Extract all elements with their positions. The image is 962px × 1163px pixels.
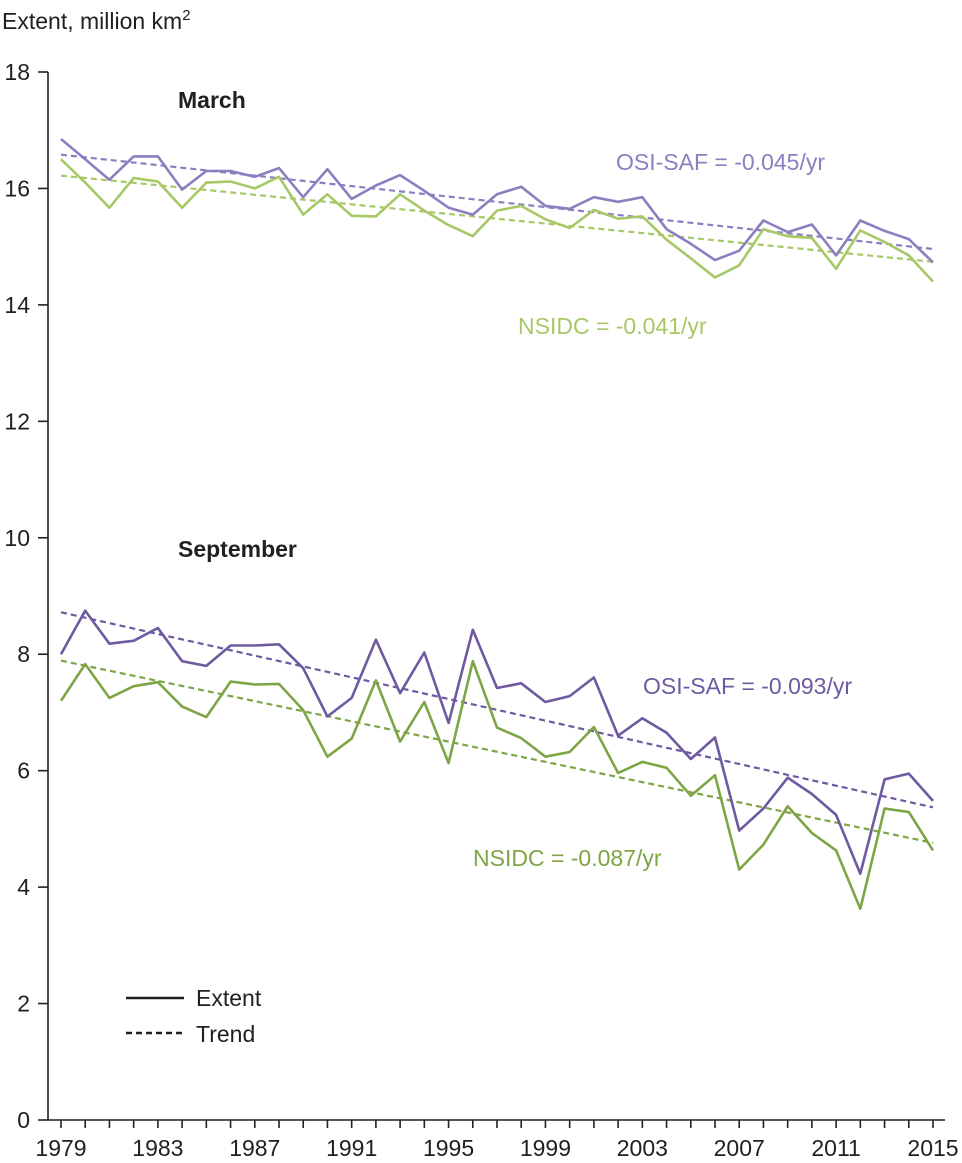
- extent-line-nsidc-march: [60, 158, 934, 283]
- annotation-nsidc-march: NSIDC = -0.041/yr: [518, 313, 707, 339]
- x-tick-label-2007: 2007: [714, 1135, 765, 1161]
- extent-line-nsidc-september: [59, 659, 935, 911]
- y-tick-label-14: 14: [4, 292, 30, 318]
- x-tick-label-1999: 1999: [520, 1135, 571, 1161]
- y-tick-label-2: 2: [17, 991, 30, 1017]
- y-axis-title: Extent, million km2: [2, 7, 191, 34]
- x-tick-label-1979: 1979: [35, 1135, 86, 1161]
- x-tick-label-2003: 2003: [617, 1135, 668, 1161]
- x-tick-label-1983: 1983: [132, 1135, 183, 1161]
- annotation-osisaf-september: OSI-SAF = -0.093/yr: [643, 673, 852, 699]
- trend-line-osisaf-september: [60, 611, 934, 809]
- y-tick-label-10: 10: [4, 525, 30, 551]
- trend-line-nsidc-march: [60, 174, 934, 263]
- y-tick-label-8: 8: [17, 641, 30, 667]
- y-tick-label-12: 12: [4, 408, 30, 434]
- x-tick-label-2015: 2015: [907, 1135, 958, 1161]
- annotation-nsidc-september: NSIDC = -0.087/yr: [473, 845, 662, 871]
- extent-line-osisaf-september: [59, 609, 934, 876]
- extent-lines: [59, 138, 935, 911]
- panel-label-march: March: [178, 87, 246, 113]
- trend-line-nsidc-september: [60, 659, 934, 844]
- x-tick-label-1987: 1987: [229, 1135, 280, 1161]
- trend-lines: [60, 153, 934, 844]
- y-tick-label-6: 6: [17, 758, 30, 784]
- y-tick-label-16: 16: [4, 175, 30, 201]
- y-tick-label-18: 18: [4, 59, 30, 85]
- annotation-osisaf-march: OSI-SAF = -0.045/yr: [616, 149, 825, 175]
- legend: Extent Trend: [126, 985, 262, 1047]
- legend-trend-label: Trend: [196, 1021, 255, 1047]
- x-axis-ticks: 1979 1983 1987 1991 1995 1999 2003 2007 2011 2015: [35, 1120, 959, 1161]
- x-tick-label-1995: 1995: [423, 1135, 474, 1161]
- panel-label-september: September: [178, 536, 297, 562]
- y-tick-label-0: 0: [17, 1107, 30, 1133]
- extent-line-osisaf-march: [60, 138, 934, 264]
- legend-extent-label: Extent: [196, 985, 262, 1011]
- y-axis-title-superscript: 2: [182, 7, 190, 24]
- y-axis-ticks: 0 2 4 6 8 10 12 14 16 18: [4, 59, 48, 1133]
- x-tick-label-2011: 2011: [811, 1135, 860, 1161]
- y-tick-label-4: 4: [17, 874, 30, 900]
- x-tick-label-1991: 1991: [326, 1135, 377, 1161]
- y-axis-title-text: Extent, million km: [2, 8, 182, 34]
